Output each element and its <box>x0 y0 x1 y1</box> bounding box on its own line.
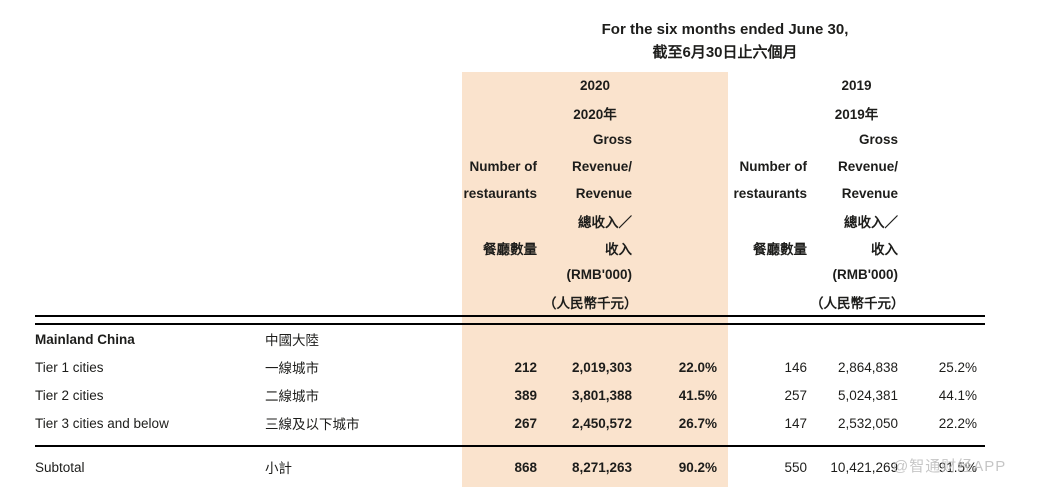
col-header-revenue2-2020: Revenue <box>575 186 632 201</box>
row-label-zh: 二線城市 <box>265 389 319 404</box>
cell-2020-percent: 26.7% <box>678 415 717 431</box>
col-header-revenue-zh1-2019: 總收入／ <box>844 214 898 230</box>
col-header-unit-zh-2019: （人民幣千元） <box>810 295 905 311</box>
row-label-en: Tier 3 cities and below <box>35 415 169 431</box>
header-row-year-zh: 2020年 2019年 <box>35 99 985 126</box>
table-row-tier3: Tier 3 cities and below 三線及以下城市 267 2,45… <box>35 409 985 437</box>
cell-2019-restaurants: 146 <box>784 359 807 375</box>
header-row-numberof: Number of Revenue/ Number of Revenue/ <box>35 153 985 180</box>
cell-2019-revenue: 5,024,381 <box>837 387 898 403</box>
col-header-gross-2020: Gross <box>592 132 632 147</box>
cell-2020-revenue: 2,450,572 <box>571 415 632 431</box>
header-row-unit: (RMB'000) (RMB'000) <box>35 261 985 288</box>
row-label-zh: 一線城市 <box>265 361 319 376</box>
col-header-revenue2-2019: Revenue <box>841 186 898 201</box>
header-row-revenue-zh1: 總收入／ 總收入／ <box>35 207 985 234</box>
header-row-year: 2020 2019 <box>35 72 985 99</box>
cell-2020-restaurants: 267 <box>514 415 537 431</box>
segment-revenue-table: 2020 2019 2020年 2019年 Gross Gross Number… <box>35 72 985 487</box>
cell-2020-restaurants: 868 <box>514 459 537 475</box>
col-header-revenue-zh2-2019: 收入 <box>871 241 898 257</box>
col-header-revenue-zh2-2020: 收入 <box>605 241 632 257</box>
header-double-rule <box>35 315 985 325</box>
col-header-restaurants-zh-2020: 餐廳數量 <box>483 241 537 257</box>
col-header-year-zh-2019: 2019年 <box>834 106 879 122</box>
col-header-numberof-2020: Number of <box>469 159 538 174</box>
header-row-restaurants: restaurants Revenue restaurants Revenue <box>35 180 985 207</box>
period-title: For the six months ended June 30, 截至6月30… <box>455 18 995 64</box>
cell-2020-revenue: 8,271,263 <box>571 459 632 475</box>
cell-2019-revenue: 2,532,050 <box>837 415 898 431</box>
row-label-en: Mainland China <box>35 331 135 347</box>
row-label-en: Tier 1 cities <box>35 359 104 375</box>
row-label-zh: 三線及以下城市 <box>265 417 360 432</box>
table-row-tier1: Tier 1 cities 一線城市 212 2,019,303 22.0% 1… <box>35 353 985 381</box>
cell-2020-revenue: 2,019,303 <box>571 359 632 375</box>
cell-2019-percent: 44.1% <box>938 387 977 403</box>
row-label-zh: 中國大陸 <box>265 333 319 348</box>
row-label-en: Subtotal <box>35 459 85 475</box>
col-header-restaurants-zh-2019: 餐廳數量 <box>753 241 807 257</box>
cell-2020-restaurants: 212 <box>514 359 537 375</box>
cell-2019-revenue: 10,421,269 <box>830 459 898 475</box>
cell-2020-percent: 22.0% <box>678 359 717 375</box>
header-row-unit-zh: （人民幣千元） （人民幣千元） <box>35 288 985 316</box>
col-header-restaurants-2019: restaurants <box>733 186 807 201</box>
subtotal-rule <box>35 437 985 447</box>
cell-2019-restaurants: 257 <box>784 387 807 403</box>
period-title-en: For the six months ended June 30, <box>601 21 849 38</box>
col-header-revenue1-2020: Revenue/ <box>571 159 632 174</box>
col-header-year-2020: 2020 <box>579 78 611 93</box>
table-row-subtotal: Subtotal 小計 868 8,271,263 90.2% 550 10,4… <box>35 446 985 487</box>
col-header-year-zh-2020: 2020年 <box>573 106 617 122</box>
col-header-year-2019: 2019 <box>841 78 872 93</box>
col-header-numberof-2019: Number of <box>739 159 808 174</box>
col-header-revenue1-2019: Revenue/ <box>837 159 898 174</box>
table-row-mainland-china: Mainland China 中國大陸 <box>35 324 985 353</box>
cell-2019-restaurants: 147 <box>784 415 807 431</box>
cell-2020-restaurants: 389 <box>514 387 537 403</box>
cell-2019-percent: 91.5% <box>938 459 977 475</box>
col-header-restaurants-2020: restaurants <box>463 186 537 201</box>
cell-2019-percent: 22.2% <box>938 415 977 431</box>
col-header-gross-2019: Gross <box>858 132 898 147</box>
highlight-band-2020 <box>462 72 728 487</box>
cell-2019-percent: 25.2% <box>938 359 977 375</box>
cell-2020-revenue: 3,801,388 <box>571 387 632 403</box>
row-label-en: Tier 2 cities <box>35 387 104 403</box>
watermark: @智通财经APP <box>893 458 1007 475</box>
col-header-unit-2019: (RMB'000) <box>832 267 898 282</box>
col-header-unit-2020: (RMB'000) <box>566 267 632 282</box>
col-header-revenue-zh1-2020: 總收入／ <box>578 214 632 230</box>
cell-2020-percent: 41.5% <box>678 387 717 403</box>
col-header-unit-zh-2020: （人民幣千元） <box>543 295 638 311</box>
period-title-zh: 截至6月30日止六個月 <box>652 44 798 61</box>
header-row-zh-labels: 餐廳數量 收入 餐廳數量 收入 <box>35 234 985 261</box>
cell-2019-revenue: 2,864,838 <box>837 359 898 375</box>
header-row-gross: Gross Gross <box>35 126 985 153</box>
cell-2020-percent: 90.2% <box>678 459 717 475</box>
cell-2019-restaurants: 550 <box>784 459 807 475</box>
row-label-zh: 小計 <box>265 461 292 476</box>
table-row-tier2: Tier 2 cities 二線城市 389 3,801,388 41.5% 2… <box>35 381 985 409</box>
